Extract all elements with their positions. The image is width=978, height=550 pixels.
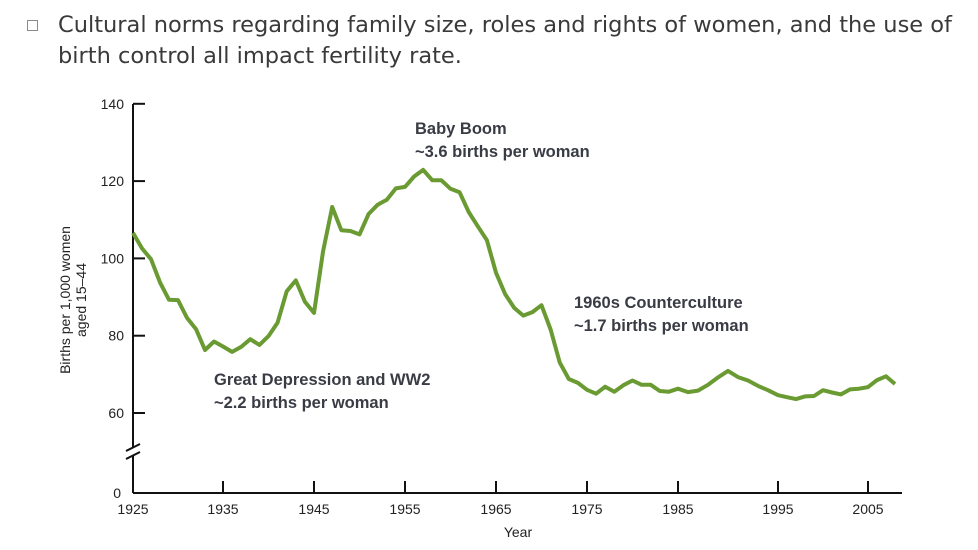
bullet-text: Cultural norms regarding family size, ro… [58, 12, 952, 69]
x-tick-label: 1975 [571, 501, 602, 517]
x-tick-label: 1985 [662, 501, 693, 517]
y-tick-label: 140 [101, 96, 125, 112]
x-tick-label: 1965 [480, 501, 511, 517]
y-axis-label-line1: Births per 1,000 women [57, 226, 73, 374]
annotation-depression-title: Great Depression and WW2 [214, 371, 430, 389]
y-tick-label: 60 [108, 405, 124, 421]
x-tick-label: 2005 [852, 501, 883, 517]
annotation-depression-rate: ~2.2 births per woman [214, 394, 389, 412]
x-tick-label: 1935 [207, 501, 238, 517]
fertility-line [131, 167, 897, 402]
x-axis-label: Year [504, 524, 533, 540]
y-tick-label: 80 [108, 328, 124, 344]
x-tick-label: 1925 [117, 501, 148, 517]
x-tick-label: 1955 [389, 501, 420, 517]
axis-break-mark [125, 443, 141, 452]
y-tick-label: 0 [113, 485, 121, 501]
annotation-baby-boom-title: Baby Boom [415, 120, 507, 138]
y-tick-label: 120 [101, 173, 125, 189]
x-tick-label: 1945 [298, 501, 329, 517]
annotation-counterculture-rate: ~1.7 births per woman [574, 317, 749, 335]
axis-break-mark [125, 451, 141, 460]
bullet-icon [27, 20, 38, 31]
y-axis-label-line2: aged 15–44 [73, 263, 89, 337]
x-tick-label: 1995 [762, 501, 793, 517]
annotation-baby-boom-rate: ~3.6 births per woman [415, 143, 590, 161]
y-tick-label: 100 [101, 250, 125, 266]
axes [125, 104, 902, 494]
annotation-counterculture-title: 1960s Counterculture [574, 294, 743, 312]
